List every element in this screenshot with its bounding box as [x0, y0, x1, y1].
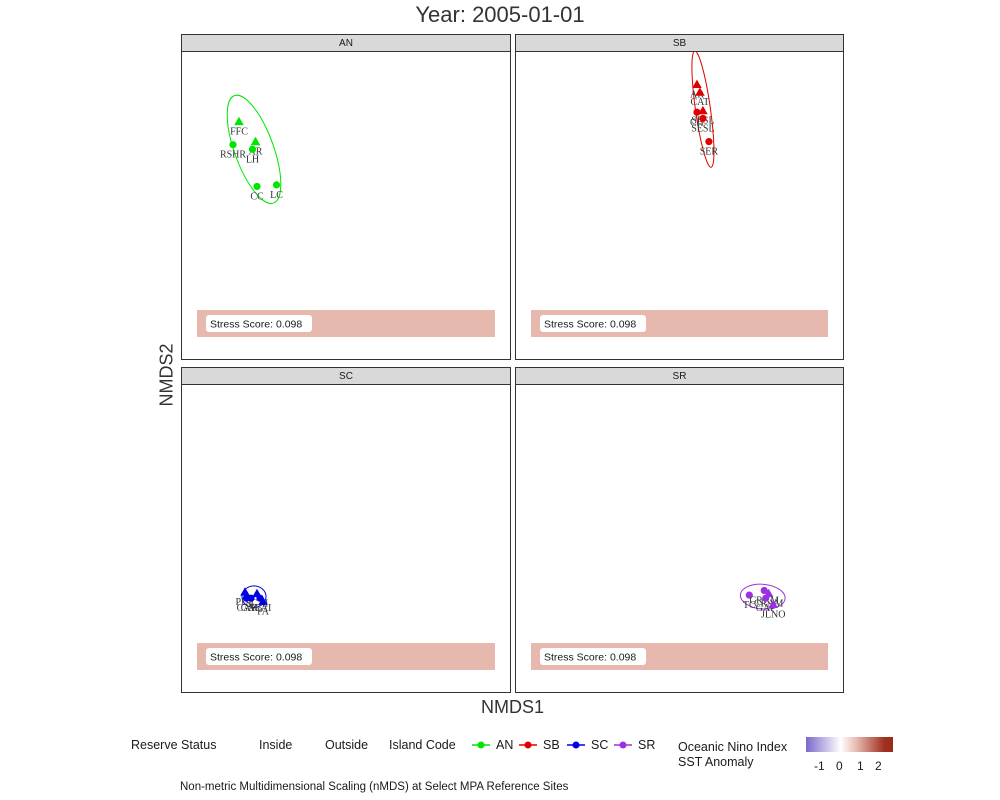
facet-strip-sb: SB — [515, 34, 844, 52]
sst-tick-2: 2 — [875, 759, 882, 773]
point-sb-0 — [692, 79, 702, 89]
point-an-1 — [229, 141, 237, 149]
ellipse-sr — [739, 583, 786, 610]
panel-sb: ARCATCHSESLSESLSERStress Score: 0.098 — [515, 51, 844, 360]
sst-colorbar — [806, 737, 893, 752]
point-sr-3 — [762, 594, 770, 602]
legend-island-keys — [472, 741, 632, 749]
x-axis-title: NMDS1 — [480, 697, 544, 717]
legend-reserve-inside: Inside — [259, 738, 293, 752]
legend-island-sb: SB — [543, 738, 560, 752]
point-label-an-1: RSHR — [220, 150, 246, 161]
plot-caption: Non-metric Multidimensional Scaling (nMD… — [180, 781, 569, 793]
point-sb-3 — [698, 105, 708, 115]
point-label-sr-2: CRAM — [754, 599, 784, 610]
point-label-sr-0: TC — [743, 600, 756, 611]
sst-tick-neg1: -1 — [814, 759, 825, 773]
point-label-sr-4: JLNO — [761, 609, 785, 620]
stress-box-sr — [540, 648, 646, 665]
legend-island-an: AN — [496, 738, 514, 752]
legend-sst-title-1: Oceanic Nino Index — [678, 740, 788, 754]
point-sb-5 — [705, 138, 713, 146]
point-sr-4 — [768, 599, 779, 608]
stress-label-sr: Stress Score: 0.098 — [544, 652, 636, 664]
panel-sb-svg: ARCATCHSESLSESLSERStress Score: 0.098 — [531, 52, 828, 337]
facet-strip-sc: SC — [181, 367, 511, 385]
point-sc-5 — [258, 596, 268, 605]
sst-tick-0: 0 — [836, 759, 843, 773]
stress-box-an — [206, 315, 312, 332]
point-label-sb-1: CAT — [690, 97, 709, 108]
legend-key-an — [472, 741, 490, 749]
panel-an: FFC RSHR AR LH CC LC Stress Score: 0.098 — [181, 51, 511, 360]
ellipse-an — [226, 94, 282, 204]
legend-island-sr: SR — [638, 738, 656, 752]
sst-tick-1: 1 — [857, 759, 864, 773]
point-sc-3 — [247, 594, 255, 602]
legend-key-sc — [567, 741, 585, 749]
point-an-5 — [272, 181, 281, 189]
legend-key-sb — [519, 741, 537, 749]
point-an-0 — [234, 116, 244, 126]
legend-reserve-outside: Outside — [325, 738, 369, 752]
stress-box-sc — [206, 648, 312, 665]
point-label-sc-2: CAV — [237, 603, 258, 614]
legend-reserve-status-title: Reserve Status — [131, 738, 217, 752]
point-sb-1 — [695, 87, 705, 96]
panel-sc: PUE SCAI CAV GAL SCAI PA Stress Score: 0.098 — [181, 384, 511, 693]
point-label-sb-4: SESL — [691, 123, 714, 134]
facet-strip-sr: SR — [515, 367, 844, 385]
point-an-3 — [248, 145, 257, 153]
panel-sr-svg: TCCRAMCRAMGAPJLNOStress Score: 0.098 — [531, 583, 828, 670]
stress-box-sb — [540, 315, 646, 332]
point-label-sc-0: PUE — [236, 597, 255, 608]
point-label-sc-3: GAL — [241, 603, 262, 614]
plot-title: Year: 2005-01-01 — [415, 2, 585, 27]
legend-key-sr — [614, 741, 632, 749]
point-label-sb-5: SER — [700, 147, 719, 158]
legend-island-sc: SC — [591, 738, 609, 752]
y-axis-title: NMDS2 — [156, 343, 177, 407]
ellipse-sc — [241, 585, 267, 608]
point-sr-0 — [745, 591, 753, 599]
point-label-sc-4: SCAI — [249, 603, 272, 614]
stress-label-sb: Stress Score: 0.098 — [544, 319, 636, 331]
point-label-an-0: FFC — [230, 127, 248, 138]
stress-label-sc: Stress Score: 0.098 — [210, 652, 302, 664]
point-label-an-2: AR — [249, 147, 263, 158]
facet-strip-an: AN — [181, 34, 511, 52]
point-label-sr-3: GAP — [756, 603, 776, 614]
point-label-sb-2: CH — [690, 117, 704, 128]
point-sc-0 — [240, 587, 250, 596]
point-label-an-4: CC — [250, 191, 264, 202]
point-an-2 — [250, 136, 261, 146]
legend-sst-title-2: SST Anomaly — [678, 755, 754, 769]
point-label-an-3: LH — [246, 154, 259, 165]
point-sb-4 — [699, 114, 707, 123]
legend-island-code-title: Island Code — [389, 738, 456, 752]
point-label-sc-5: PA — [257, 606, 270, 617]
point-an-4 — [253, 182, 261, 191]
point-label-an-5: LC — [270, 190, 283, 201]
stress-label-an: Stress Score: 0.098 — [210, 319, 302, 331]
panel-sr: TCCRAMCRAMGAPJLNOStress Score: 0.098 — [515, 384, 844, 693]
point-sr-1 — [760, 586, 768, 595]
point-label-sc-1: SCAI — [246, 599, 269, 610]
